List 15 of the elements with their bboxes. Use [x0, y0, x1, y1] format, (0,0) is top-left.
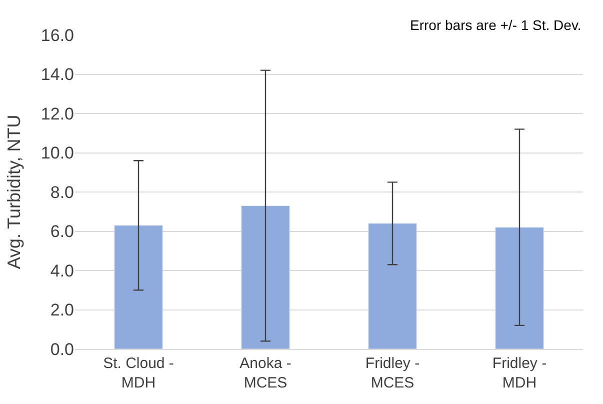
y-tick-label: 0.0: [50, 340, 74, 359]
x-tick-label: Fridley - MCES: [365, 355, 420, 392]
y-tick-label: 2.0: [50, 300, 74, 320]
y-tick-label: 10.0: [40, 144, 74, 163]
x-tick-label: Fridley - MDH: [492, 355, 547, 392]
y-axis-title: Avg. Turbidity, NTU: [4, 114, 24, 270]
y-tick-label: 4.0: [50, 261, 74, 280]
x-tick-label: Anoka - MCES: [240, 355, 292, 392]
y-tick-label: 14.0: [40, 65, 74, 84]
y-tick-label: 8.0: [50, 182, 74, 202]
x-tick-label: St. Cloud - MDH: [103, 355, 174, 392]
y-tick-label: 12.0: [40, 104, 74, 124]
y-tick-label: 16.0: [40, 26, 74, 45]
y-tick-label: 6.0: [50, 222, 74, 242]
text: Error bars are +/- 1 St. Dev.: [410, 17, 582, 33]
